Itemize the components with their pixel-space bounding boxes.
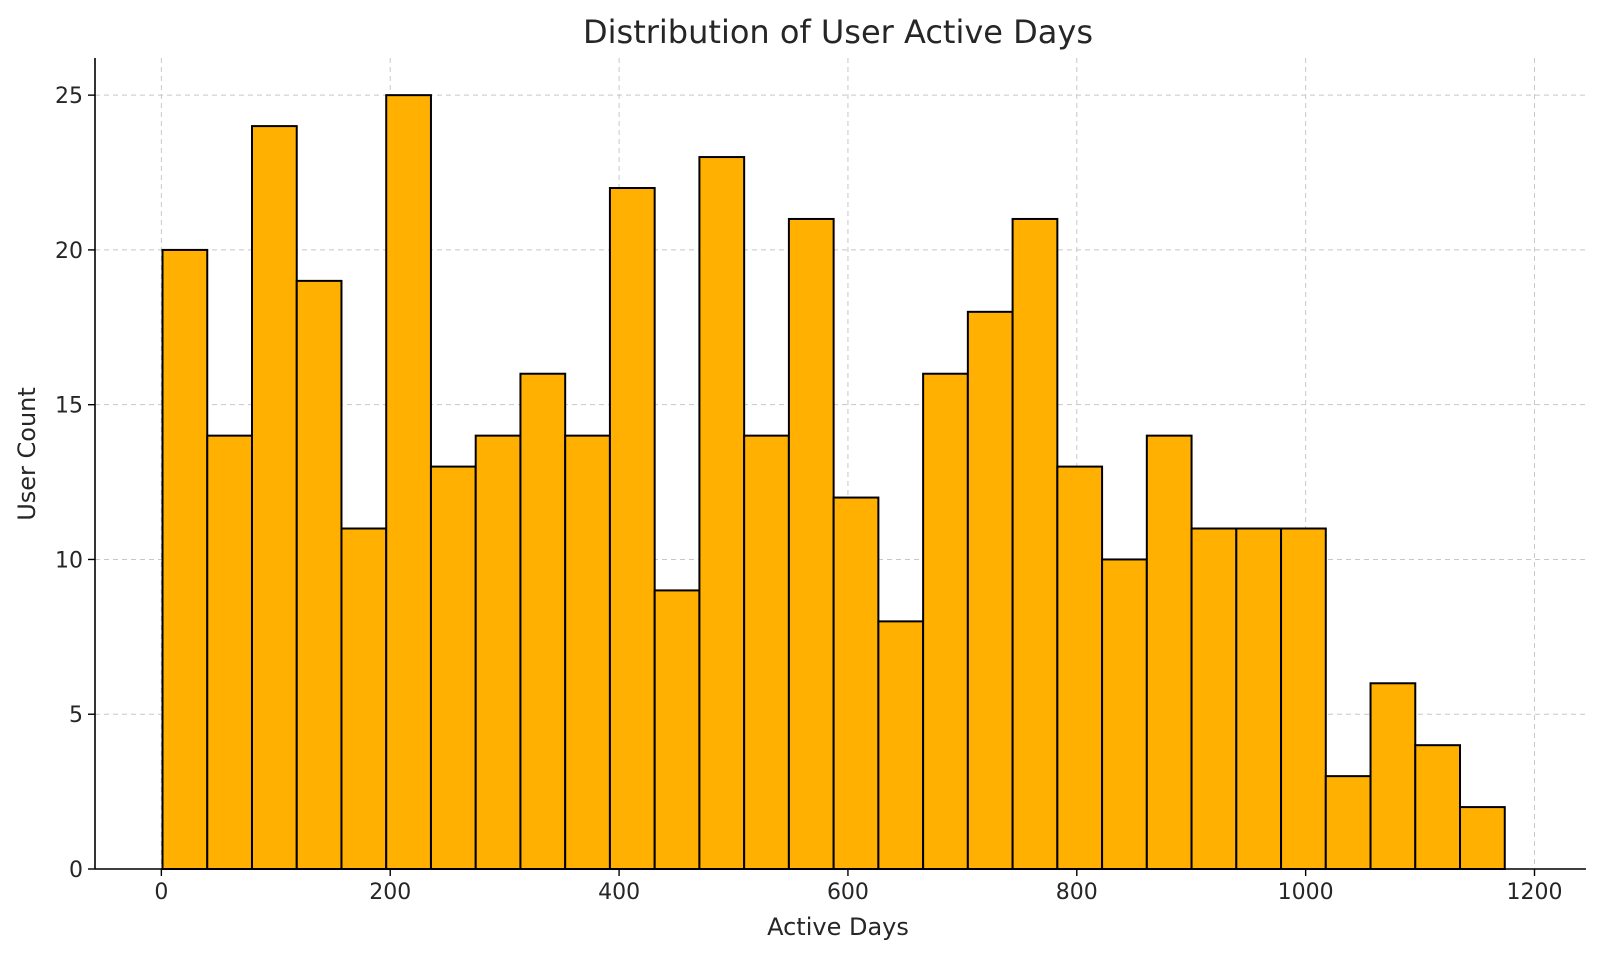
axis-layer bbox=[94, 58, 1586, 870]
histogram-bar bbox=[1280, 527, 1327, 871]
chart-title: Distribution of User Active Days bbox=[583, 13, 1093, 51]
histogram-bar bbox=[206, 434, 253, 870]
histogram-bar bbox=[474, 434, 522, 870]
x-tick-label: 0 bbox=[154, 880, 168, 905]
histogram-bar bbox=[295, 279, 343, 870]
histogram-bar bbox=[519, 372, 567, 870]
histogram-bar bbox=[1056, 465, 1104, 870]
histogram-bar bbox=[832, 496, 880, 870]
histogram-bar bbox=[698, 156, 746, 871]
histogram-bar bbox=[385, 94, 432, 871]
x-tick-label: 1200 bbox=[1507, 880, 1563, 905]
x-tick-label: 400 bbox=[598, 880, 640, 905]
y-tick-label: 0 bbox=[69, 858, 83, 883]
histogram-bar bbox=[1190, 527, 1238, 871]
x-tick-label: 600 bbox=[827, 880, 869, 905]
x-tick-label: 800 bbox=[1056, 880, 1098, 905]
histogram-bar bbox=[1101, 558, 1148, 870]
x-tick-label: 200 bbox=[369, 880, 411, 905]
histogram-bar bbox=[1459, 806, 1506, 871]
histogram-bar bbox=[877, 620, 925, 870]
y-tick-label: 15 bbox=[55, 394, 83, 419]
histogram-bar bbox=[1011, 217, 1059, 870]
histogram-bar bbox=[743, 434, 790, 870]
histogram-bar bbox=[922, 372, 969, 870]
histogram-bar bbox=[653, 589, 701, 871]
histogram-bar bbox=[161, 248, 209, 871]
histogram-bar bbox=[1369, 682, 1417, 870]
x-tick-label: 1000 bbox=[1278, 880, 1334, 905]
histogram-bar bbox=[1324, 775, 1372, 870]
histogram-bar bbox=[250, 125, 298, 870]
y-tick-label: 20 bbox=[55, 239, 83, 264]
y-axis-label: User Count bbox=[13, 387, 41, 521]
x-axis-label: Active Days bbox=[767, 913, 909, 941]
histogram-bar bbox=[564, 434, 611, 870]
histogram-bar bbox=[340, 527, 388, 871]
histogram-bar bbox=[608, 187, 656, 870]
histogram-bar bbox=[1414, 744, 1462, 871]
y-tick-label: 10 bbox=[55, 548, 83, 573]
histogram-bar bbox=[966, 310, 1014, 871]
histogram-bar bbox=[787, 217, 835, 870]
y-tick-label: 25 bbox=[55, 84, 83, 109]
histogram-bar bbox=[429, 465, 477, 870]
tick-layer: 0 200 400 600 800 1000 1200 0 5 10 15 20 25 bbox=[55, 84, 1563, 905]
histogram-bar bbox=[1145, 434, 1193, 870]
bar-layer bbox=[161, 94, 1506, 871]
histogram-bar bbox=[1235, 527, 1283, 871]
y-tick-label: 5 bbox=[69, 703, 83, 728]
